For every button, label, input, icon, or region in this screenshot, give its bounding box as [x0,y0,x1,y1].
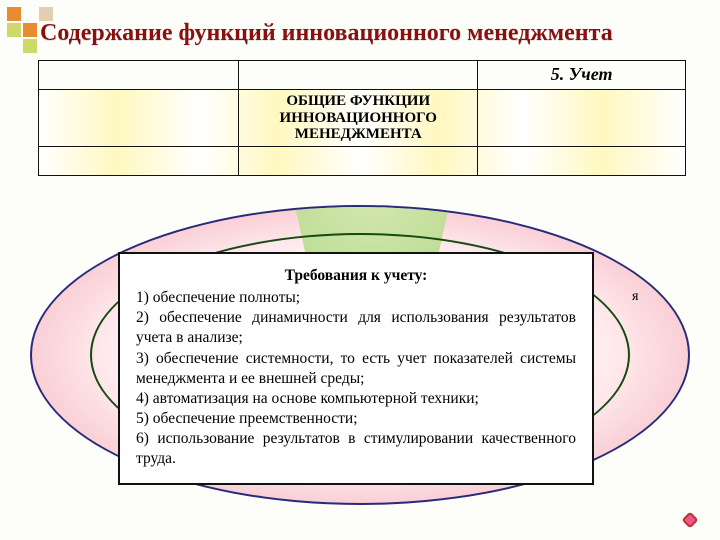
cell-label: ОБЩИЕ ФУНКЦИИ ИННОВАЦИОННОГО МЕНЕДЖМЕНТА [239,90,477,146]
table-cell [239,147,478,175]
list-item: 5) обеспечение преемственности; [136,409,576,429]
table-cell [39,90,239,146]
table-cell [478,90,685,146]
requirements-heading: Требования к учету: [136,266,576,286]
list-item: 4) автоматизация на основе компьютерной … [136,389,576,409]
table-cell [39,61,239,89]
table-cell [478,147,685,175]
table-cell [239,61,478,89]
list-item: 3) обеспечение системности, то есть учет… [136,349,576,389]
background-text-fragment: я [632,289,652,305]
table-cell-accounting: 5. Учет [478,61,685,89]
table-cell [39,147,239,175]
functions-table: 5. Учет ОБЩИЕ ФУНКЦИИ ИННОВАЦИОННОГО МЕН… [38,60,686,176]
page-title: Содержание функций инновационного менедж… [40,20,700,47]
requirements-box: Требования к учету: 1) обеспечение полно… [118,252,594,485]
list-item: 2) обеспечение динамичности для использо… [136,308,576,348]
list-item: 6) использование результатов в стимулиро… [136,429,576,469]
requirements-list: 1) обеспечение полноты; 2) обеспечение д… [136,288,576,469]
slide-marker-icon [682,512,699,529]
table-cell-center-caption: ОБЩИЕ ФУНКЦИИ ИННОВАЦИОННОГО МЕНЕДЖМЕНТА [239,90,478,146]
cell-label: 5. Учет [551,65,613,85]
list-item: 1) обеспечение полноты; [136,288,576,308]
